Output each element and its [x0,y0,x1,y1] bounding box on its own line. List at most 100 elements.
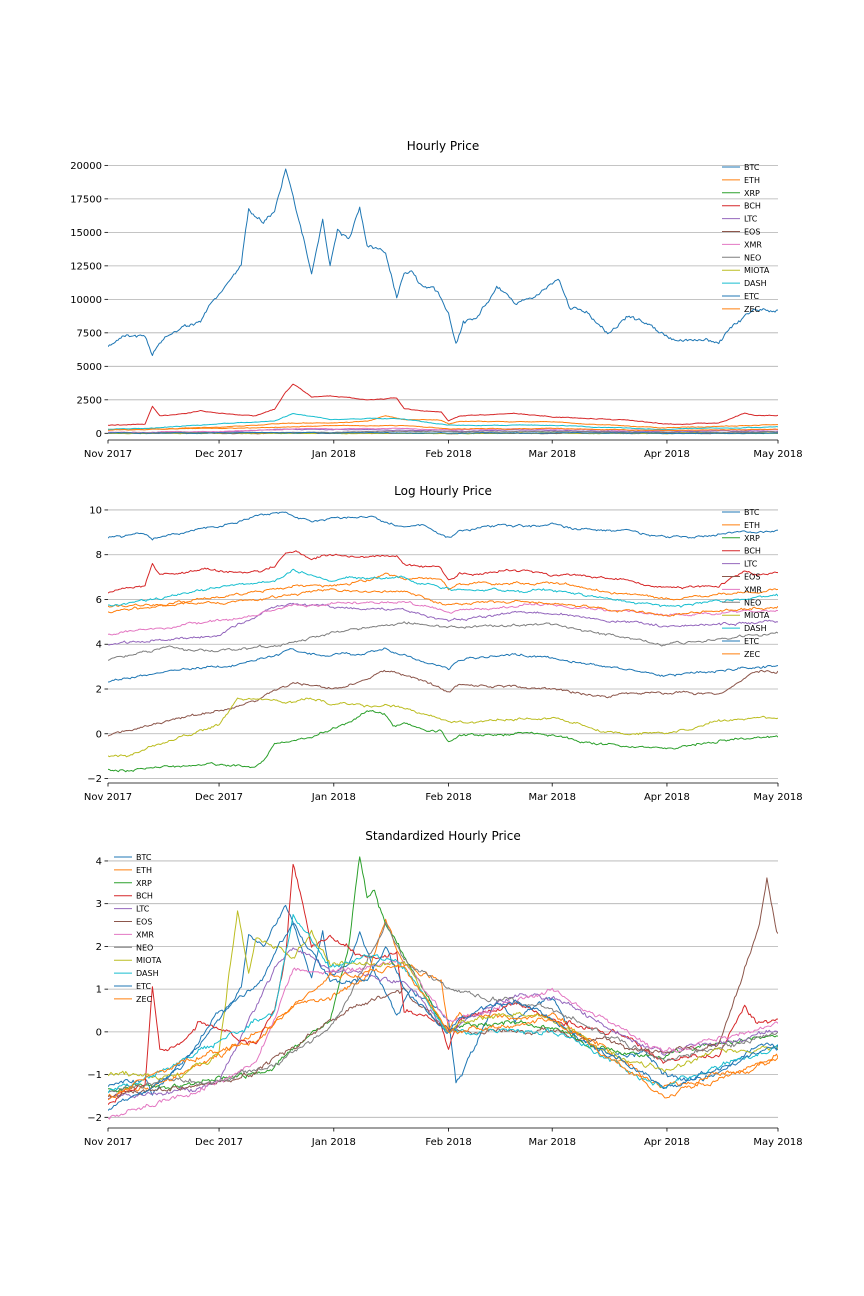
series-line-xrp [108,709,778,773]
y-tick-label: 0 [96,1027,102,1038]
legend-label: LTC [744,215,758,224]
series-line-btc [108,168,778,357]
y-tick-label: 3 [96,899,102,910]
legend: BTC ETH XRP BCH LTC EOS XMR NEO MIOTA DASH ETC ZEC [722,163,770,314]
y-tick-label: 4 [96,640,102,651]
series-lines [108,511,778,773]
legend-label: ETC [744,637,759,646]
legend-label: EOS [136,918,152,927]
legend-label: XRP [744,189,760,198]
y-tick-label: −2 [87,1113,102,1124]
y-tick-label: 17500 [70,194,102,205]
legend-label: XMR [136,930,154,939]
series-line-btc [108,904,778,1096]
legend-label: XRP [744,534,760,543]
series-line-ltc [108,947,778,1100]
y-tick-label: 5000 [77,362,102,373]
series-line-bch [108,383,778,426]
x-tick-label: Dec 2017 [195,1137,243,1148]
legend-label: MIOTA [744,611,770,620]
legend: BTC ETH XRP BCH LTC EOS XMR NEO MIOTA DASH ETC ZEC [114,853,162,1004]
series-lines [108,168,778,435]
y-tick-label: −2 [87,774,102,785]
legend-label: XMR [744,240,762,249]
y-tick-label: 7500 [77,328,102,339]
y-tick-label: 15000 [70,228,102,239]
legend-label: DASH [136,969,159,978]
legend-label: ETH [744,176,760,185]
y-tick-label: 1 [96,985,102,996]
x-tick-label: Jan 2018 [311,1137,356,1148]
series-line-neo [108,621,778,661]
legend-label: BCH [744,547,761,556]
y-tick-label: 12500 [70,261,102,272]
x-tick-label: Apr 2018 [644,1137,690,1148]
legend-label: NEO [136,943,153,952]
series-line-dash [108,914,778,1094]
legend-label: ZEC [744,650,761,659]
x-tick-label: May 2018 [753,449,802,460]
y-tick-label: −1 [87,1070,102,1081]
series-line-btc [108,511,778,541]
series-line-eth [108,918,778,1098]
y-tick-label: 0 [96,729,102,740]
x-tick-label: Nov 2017 [84,1137,132,1148]
y-tick-label: 0 [96,429,102,440]
legend-label: MIOTA [744,266,770,275]
x-tick-label: Dec 2017 [195,449,243,460]
series-line-eos [108,669,778,737]
chart-panel-1: Hourly Price 0 2500 5000 7500 10000 12500 15000… [70,139,802,460]
series-line-zec [108,424,778,432]
x-tick-label: Dec 2017 [195,792,243,803]
legend-label: NEO [744,253,761,262]
series-line-etc [108,647,778,683]
x-tick-label: Feb 2018 [425,449,471,460]
x-tick-label: Apr 2018 [644,449,690,460]
legend-label: ETH [136,866,152,875]
legend-label: XMR [744,585,762,594]
y-tick-label: 8 [96,550,102,561]
panels: Hourly Price 0 2500 5000 7500 10000 12500 15000… [70,139,802,1148]
x-tick-label: May 2018 [753,792,802,803]
x-tick-label: Apr 2018 [644,792,690,803]
series-line-dash [108,568,778,608]
series-line-eth [108,572,778,608]
series-line-ltc [108,602,778,646]
x-tick-label: Mar 2018 [528,1137,576,1148]
x-tick-label: Jan 2018 [311,792,356,803]
legend-label: ZEC [744,305,761,314]
x-tick-label: Feb 2018 [425,1137,471,1148]
series-line-etc [108,431,778,435]
y-tick-label: 2500 [77,395,102,406]
x-tick-label: Mar 2018 [528,792,576,803]
chart-panel-3: Standardized Hourly Price −2 −1 0 1 2 3 4 Nov 20… [84,829,803,1148]
legend-label: BCH [136,892,153,901]
series-line-etc [108,922,778,1111]
x-tick-label: May 2018 [753,1137,802,1148]
legend-label: LTC [136,905,150,914]
legend-label: NEO [744,598,761,607]
chart-title: Log Hourly Price [394,484,492,498]
legend-label: MIOTA [136,956,162,965]
y-tick-label: 2 [96,685,102,696]
series-line-dash [108,413,778,431]
y-tick-label: 2 [96,942,102,953]
legend-label: EOS [744,573,760,582]
series-line-neo [108,921,778,1093]
legend: BTC ETH XRP BCH LTC EOS XMR NEO MIOTA DASH ETC ZEC [722,508,770,659]
legend-label: BTC [744,163,760,172]
series-line-zec [108,964,778,1101]
series-line-zec [108,588,778,617]
legend-label: XRP [136,879,152,888]
chart-title: Hourly Price [407,139,479,153]
x-tick-label: Jan 2018 [311,449,356,460]
series-line-miota [108,697,778,758]
legend-label: EOS [744,228,760,237]
y-tick-label: 6 [96,595,102,606]
legend-label: ETC [136,982,151,991]
series-lines [108,856,778,1120]
y-tick-label: 10000 [70,295,102,306]
legend-label: ETC [744,292,759,301]
